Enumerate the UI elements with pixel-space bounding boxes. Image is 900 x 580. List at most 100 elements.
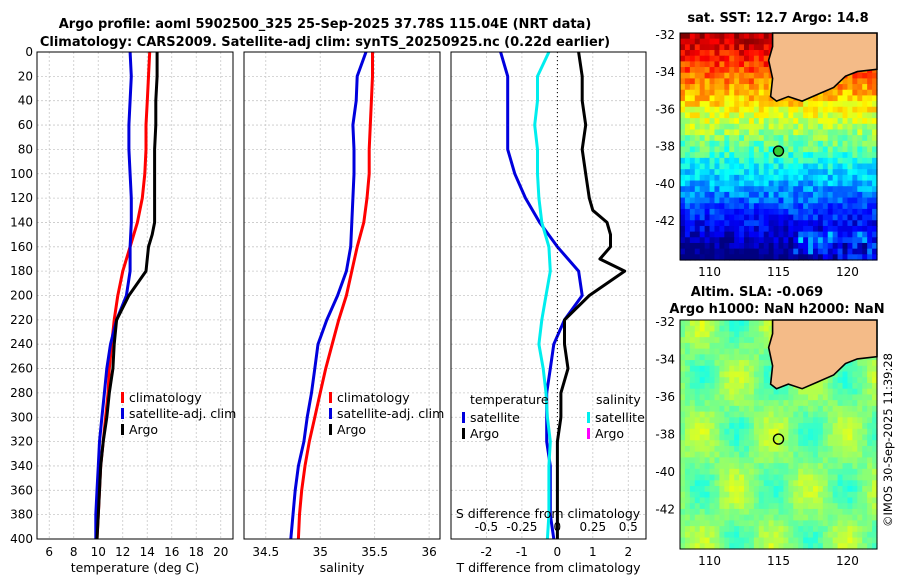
map-cell xyxy=(763,197,770,204)
map-cell xyxy=(719,89,725,97)
map-cell xyxy=(709,231,716,238)
map-cell xyxy=(793,146,799,153)
map-cell xyxy=(862,531,868,539)
map-cell xyxy=(872,163,878,170)
map-cell xyxy=(788,417,794,424)
map-cell xyxy=(719,491,725,499)
map-cell xyxy=(872,377,878,384)
map-cell xyxy=(734,254,740,261)
map-cell xyxy=(832,445,839,453)
map-cell xyxy=(729,400,735,407)
map-cell xyxy=(724,50,730,57)
map-cell xyxy=(689,474,696,481)
map-cell xyxy=(842,423,849,430)
map-cell xyxy=(842,242,849,250)
map-cell xyxy=(783,468,789,476)
map-cell xyxy=(812,543,819,550)
map-cell xyxy=(739,348,745,355)
map-cell xyxy=(773,123,780,131)
map-cell xyxy=(704,112,711,119)
map-cell xyxy=(857,89,863,97)
map-cell xyxy=(729,320,735,327)
map-cell xyxy=(744,169,750,176)
map-cell xyxy=(798,140,804,148)
map-cell xyxy=(719,169,725,176)
map-cell xyxy=(729,457,735,464)
map-cell xyxy=(753,440,760,447)
map-cell xyxy=(847,169,853,176)
map-cell xyxy=(778,220,785,227)
map-cell xyxy=(803,468,809,476)
map-cell xyxy=(803,451,809,458)
map-cell xyxy=(699,242,706,250)
map-cell xyxy=(763,163,770,170)
map-cell xyxy=(847,423,853,430)
map-cell xyxy=(793,163,799,170)
map-cell xyxy=(808,152,814,159)
map-cell xyxy=(852,225,858,233)
map-cell xyxy=(734,503,740,510)
map-cell xyxy=(763,135,770,142)
map-cell xyxy=(694,72,701,79)
map-cell xyxy=(739,106,745,114)
map-cell xyxy=(768,191,775,199)
map-cell xyxy=(812,186,819,193)
map-cell xyxy=(847,543,853,550)
map-cell xyxy=(699,38,706,45)
map-cell xyxy=(684,254,691,261)
map-cell xyxy=(788,169,794,176)
map-cell xyxy=(812,457,819,464)
map-cell xyxy=(753,146,760,153)
map-cell xyxy=(872,423,878,430)
map-cell xyxy=(812,174,819,182)
map-cell xyxy=(793,101,799,108)
map-cell xyxy=(680,146,686,153)
map-cell xyxy=(822,208,829,216)
map-cell xyxy=(852,468,858,476)
map-cell xyxy=(768,531,775,539)
map-cell xyxy=(689,203,696,210)
map-cell xyxy=(793,394,799,401)
map-cell xyxy=(748,146,755,153)
map-cell xyxy=(684,463,691,470)
map-cell xyxy=(773,191,780,199)
map-cell xyxy=(808,480,814,487)
map-cell xyxy=(680,320,686,327)
map-cell xyxy=(684,112,691,119)
map-cell xyxy=(872,157,878,165)
map-cell xyxy=(778,491,785,499)
map-cell xyxy=(734,242,740,250)
map-cell xyxy=(778,237,785,244)
map-cell xyxy=(709,191,716,199)
map-cell xyxy=(753,140,760,148)
map-cell xyxy=(812,428,819,436)
map-cell xyxy=(778,254,785,261)
map-cell xyxy=(857,497,863,504)
map-cell xyxy=(783,411,789,418)
map-cell xyxy=(684,106,691,114)
map-cell xyxy=(709,72,716,79)
map-cell xyxy=(778,428,785,436)
map-cell xyxy=(872,514,878,521)
map-cell xyxy=(808,531,814,539)
map-cell xyxy=(788,203,794,210)
map-cell xyxy=(689,106,696,114)
map-cell xyxy=(827,208,834,216)
map-cell xyxy=(734,89,740,97)
map-cell xyxy=(852,180,858,187)
map-cell xyxy=(709,463,716,470)
map-cell xyxy=(724,135,730,142)
map-cell xyxy=(763,531,770,539)
map-cell xyxy=(680,129,686,136)
map-cell xyxy=(689,537,696,544)
map-cell xyxy=(729,428,735,436)
map-cell xyxy=(680,474,686,481)
map-cell xyxy=(822,428,829,436)
map-cell xyxy=(857,248,863,255)
map-cell xyxy=(852,377,858,384)
map-cell xyxy=(763,451,770,458)
map-cell xyxy=(739,38,745,45)
map-cell xyxy=(748,197,755,204)
map-cell xyxy=(857,254,863,261)
map-cell xyxy=(827,468,834,476)
